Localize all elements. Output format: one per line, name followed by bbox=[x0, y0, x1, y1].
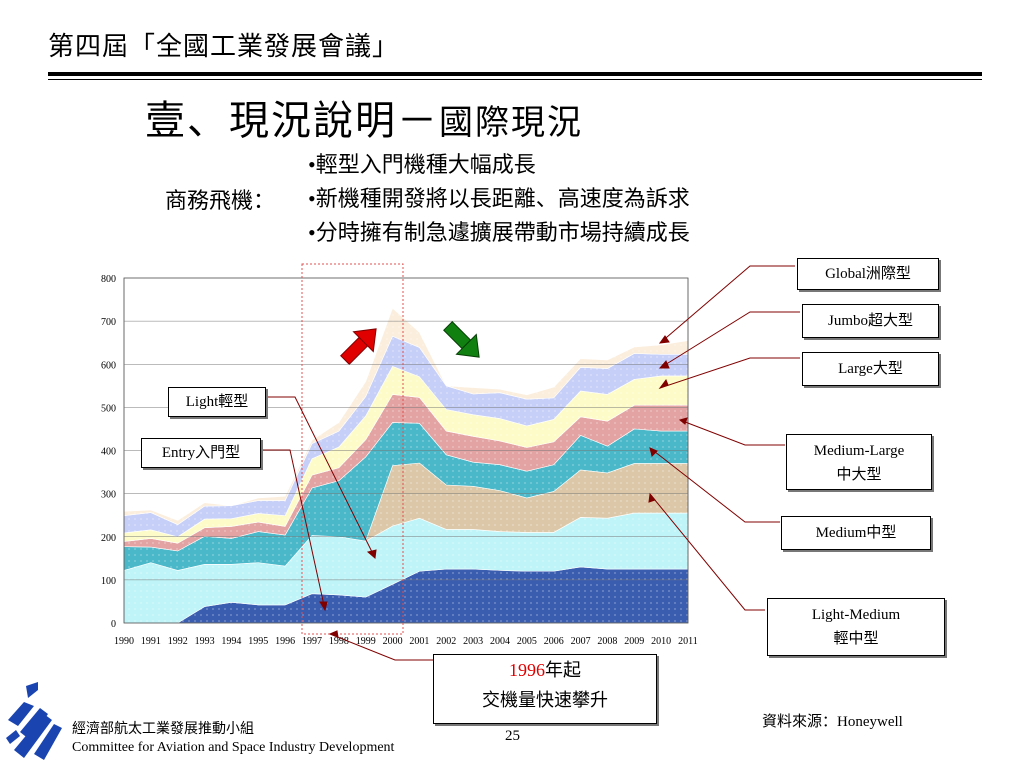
area-texture-0 bbox=[124, 566, 688, 623]
y-tick-label: 400 bbox=[101, 447, 116, 458]
page-number: 25 bbox=[505, 728, 520, 744]
bullet-list: •輕型入門機種大幅成長 •新機種開發將以長距離、高速度為訴求 •分時擁有制急遽擴… bbox=[308, 148, 690, 250]
growth-note-line1-rest: 年起 bbox=[545, 660, 581, 680]
leader-light-medium bbox=[649, 493, 765, 611]
y-tick-label: 700 bbox=[101, 317, 116, 328]
slide-title-main: 壹、現況說明－ bbox=[145, 98, 439, 144]
x-tick-label: 1997 bbox=[302, 636, 322, 647]
arrowhead bbox=[658, 360, 670, 369]
arrowhead bbox=[658, 335, 670, 344]
arrowhead bbox=[649, 447, 658, 457]
leader-global bbox=[659, 265, 795, 344]
y-tick-label: 600 bbox=[101, 360, 116, 371]
bullet-item: •輕型入門機種大幅成長 bbox=[308, 152, 536, 177]
area-texture-6 bbox=[124, 336, 688, 537]
org-name-en: Committee for Aviation and Space Industr… bbox=[72, 740, 395, 755]
callout-global: Global洲際型 bbox=[797, 258, 939, 290]
growth-note-year: 1996 bbox=[509, 660, 545, 680]
conference-title: 第四屆「全國工業發展會議」 bbox=[48, 32, 400, 62]
org-name-zh: 經濟部航太工業發展推動小組 bbox=[72, 721, 254, 737]
header-rule-thin bbox=[48, 79, 982, 80]
x-tick-label: 2006 bbox=[544, 636, 564, 647]
growth-note-box: 1996年起 交機量快速攀升 bbox=[433, 654, 657, 724]
committee-logo-icon bbox=[6, 682, 62, 760]
x-tick-label: 1994 bbox=[221, 636, 241, 647]
x-tick-label: 1996 bbox=[275, 636, 295, 647]
leader-medium-large bbox=[679, 419, 785, 446]
leader-large bbox=[659, 357, 800, 389]
x-tick-label: 1999 bbox=[356, 636, 376, 647]
leader-medium bbox=[649, 447, 780, 523]
arrowhead bbox=[366, 549, 377, 559]
growth-note-line2: 交機量快速攀升 bbox=[482, 690, 608, 710]
x-tick-label: 2009 bbox=[624, 636, 644, 647]
arrowhead bbox=[328, 630, 339, 638]
leader-entry bbox=[260, 449, 326, 611]
callout-medium: Medium中型 bbox=[781, 516, 931, 550]
y-tick-label: 500 bbox=[101, 403, 116, 414]
y-tick-label: 300 bbox=[101, 490, 116, 501]
x-tick-label: 2008 bbox=[597, 636, 617, 647]
data-source: 資料來源：Honeywell bbox=[762, 714, 903, 730]
callout-light: Light輕型 bbox=[168, 387, 266, 417]
leader-bottom-note bbox=[329, 633, 433, 661]
arrowhead bbox=[678, 417, 688, 425]
x-tick-label: 2004 bbox=[490, 636, 510, 647]
x-tick-label: 1990 bbox=[114, 636, 134, 647]
highlight-box-1996-2000 bbox=[301, 263, 404, 635]
callout-medium-large-line2: 中大型 bbox=[836, 467, 882, 483]
header-rule-thick bbox=[48, 72, 982, 76]
y-tick-label: 100 bbox=[101, 576, 116, 587]
x-tick-label: 2007 bbox=[571, 636, 591, 647]
callout-medium-large-line1: Medium-Large bbox=[813, 443, 905, 459]
callout-jumbo: Jumbo超大型 bbox=[802, 304, 939, 338]
area-texture-4 bbox=[124, 394, 688, 551]
callout-medium-large: Medium-Large 中大型 bbox=[786, 434, 932, 490]
area-texture-2 bbox=[124, 463, 688, 571]
category-label: 商務飛機： bbox=[165, 188, 276, 213]
x-tick-label: 1992 bbox=[168, 636, 188, 647]
area-texture-3 bbox=[124, 422, 688, 571]
leader-arrowheads bbox=[319, 335, 688, 638]
y-tick-label: 0 bbox=[111, 619, 116, 630]
x-tick-label: 1998 bbox=[329, 636, 349, 647]
x-tick-label: 2000 bbox=[383, 636, 403, 647]
slide-title-sub: 國際現況 bbox=[439, 103, 583, 143]
x-tick-label: 2001 bbox=[409, 636, 429, 647]
leader-light bbox=[265, 396, 376, 559]
growth-note-line1: 1996年起 bbox=[434, 655, 656, 685]
y-tick-label: 200 bbox=[101, 533, 116, 544]
x-tick-label: 2005 bbox=[517, 636, 537, 647]
callout-light-medium: Light-Medium 輕中型 bbox=[767, 598, 945, 656]
y-tick-label: 800 bbox=[101, 274, 116, 285]
leader-jumbo bbox=[659, 311, 800, 369]
slide-title: 壹、現況說明－國際現況 bbox=[145, 88, 583, 146]
callout-light-medium-line2: 輕中型 bbox=[833, 631, 879, 647]
area-texture-1 bbox=[124, 513, 688, 623]
arrowhead bbox=[648, 492, 656, 503]
arrowhead bbox=[658, 378, 669, 390]
x-tick-label: 1991 bbox=[141, 636, 161, 647]
down-arrow-icon bbox=[443, 321, 480, 358]
bullet-item: •新機種開發將以長距離、高速度為訴求 bbox=[308, 186, 690, 211]
area-texture-5 bbox=[124, 366, 688, 544]
up-arrow-icon bbox=[340, 328, 377, 365]
x-tick-label: 2003 bbox=[463, 636, 483, 647]
bullet-item: •分時擁有制急遽擴展帶動市場持續成長 bbox=[308, 220, 690, 245]
x-tick-label: 1995 bbox=[248, 636, 268, 647]
callout-large: Large大型 bbox=[802, 352, 939, 386]
callout-light-medium-line1: Light-Medium bbox=[811, 607, 901, 623]
x-tick-label: 2002 bbox=[436, 636, 456, 647]
x-tick-label: 2010 bbox=[651, 636, 671, 647]
x-tick-label: 2011 bbox=[678, 636, 698, 647]
callout-entry: Entry入門型 bbox=[141, 438, 261, 468]
callout-leaders bbox=[260, 265, 800, 661]
x-tick-label: 1993 bbox=[195, 636, 215, 647]
arrowhead bbox=[319, 601, 328, 612]
